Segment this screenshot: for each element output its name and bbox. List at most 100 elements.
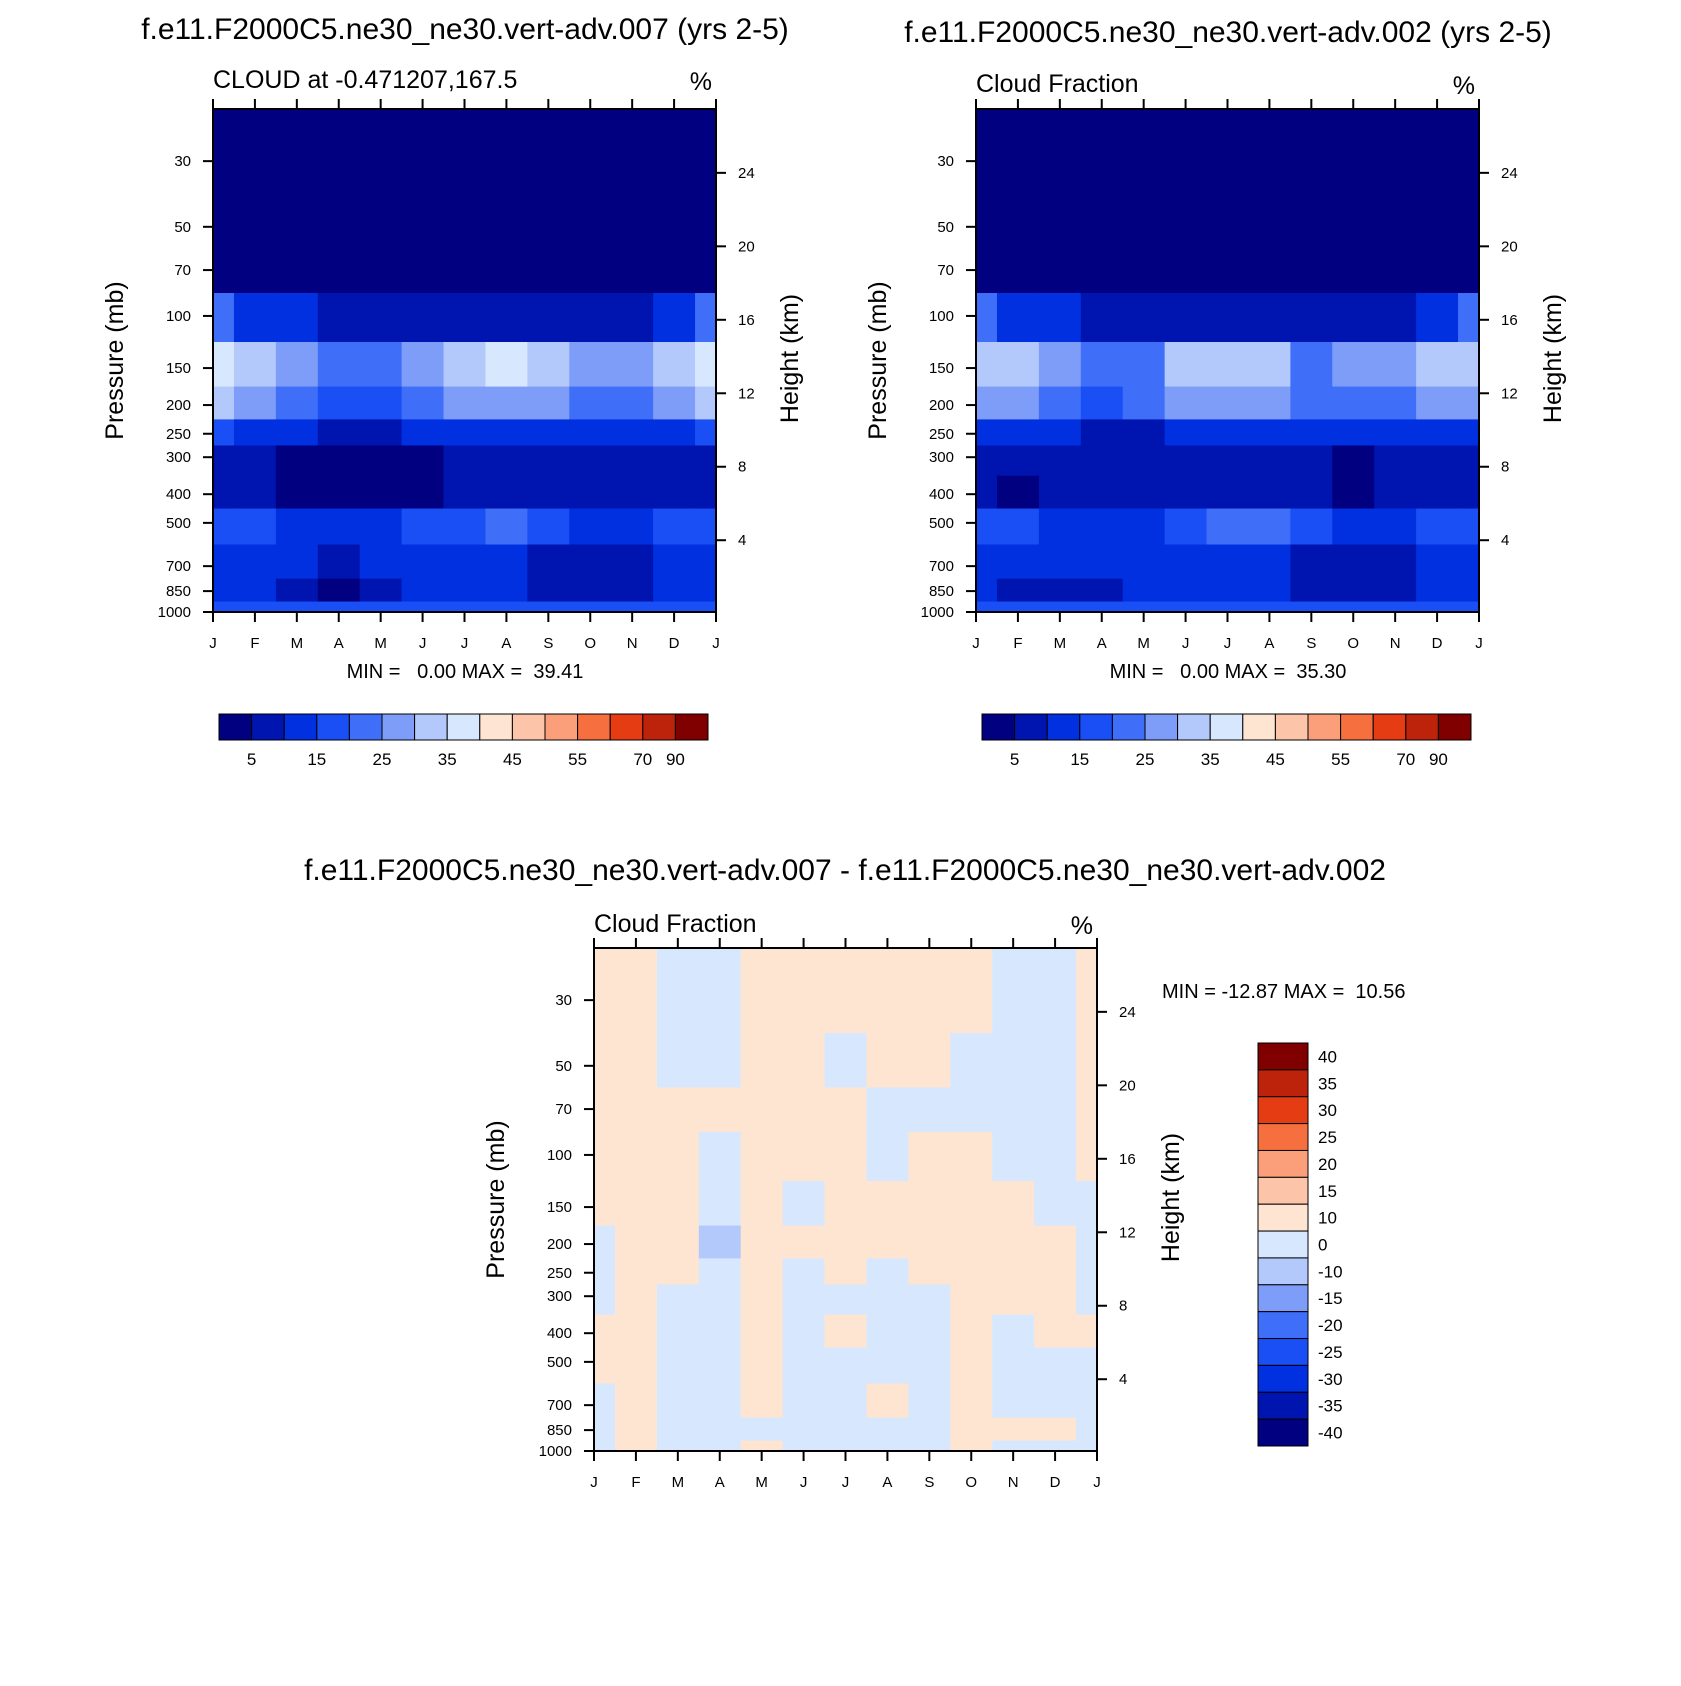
colorbar-swatch: [1307, 713, 1342, 741]
y-right-tick-label: 16: [1119, 1151, 1136, 1168]
heatmap-cell: [996, 248, 1040, 294]
colorbar-swatch: [981, 713, 1016, 741]
heatmap-cell: [1038, 475, 1082, 510]
heatmap-cell: [1332, 544, 1375, 580]
heatmap-cell: [1248, 248, 1291, 294]
heatmap-cell: [1206, 342, 1250, 388]
heatmap-cell: [1034, 948, 1077, 1034]
heatmap-cell: [1076, 1132, 1098, 1182]
heatmap-cell: [950, 1417, 993, 1442]
y-tick-label: 400: [929, 486, 954, 503]
colorbar-swatch: [283, 713, 318, 741]
heatmap-cell: [1416, 578, 1459, 603]
heatmap-cell: [1080, 386, 1124, 421]
x-tick-label: N: [627, 635, 638, 652]
heatmap-cell: [866, 1440, 909, 1452]
heatmap-cell: [996, 109, 1040, 195]
heatmap-cell: [976, 578, 998, 603]
y-tick-label: 50: [555, 1058, 572, 1075]
heatmap-cell: [656, 1314, 700, 1349]
heatmap-cell: [992, 1383, 1035, 1419]
heatmap-cell: [317, 342, 361, 388]
heatmap-cell: [527, 445, 570, 477]
heatmap-cell: [614, 1032, 658, 1089]
heatmap-cell: [1034, 1181, 1077, 1227]
heatmap-cell: [275, 342, 319, 388]
heatmap-cell: [401, 544, 445, 580]
heatmap-cell: [1076, 1258, 1098, 1286]
heatmap-cell: [1458, 601, 1480, 613]
heatmap-cell: [866, 1284, 909, 1316]
heatmap-cell: [1248, 475, 1291, 510]
heatmap-cell: [401, 445, 445, 477]
heatmap-cell: [656, 1440, 700, 1452]
x-tick-label: J: [842, 1474, 850, 1491]
heatmap-cell: [1038, 193, 1082, 250]
heatmap-cell: [1038, 508, 1082, 546]
colorbar-label: -25: [1318, 1343, 1343, 1362]
heatmap-cell: [1034, 1440, 1077, 1452]
colorbar-swatch: [251, 713, 285, 741]
heatmap-cell: [1374, 419, 1417, 447]
heatmap-cell: [1164, 248, 1208, 294]
heatmap-cell: [1080, 445, 1124, 477]
heatmap-cell: [653, 601, 696, 613]
heatmap-cell: [485, 475, 528, 510]
heatmap-cell: [359, 445, 403, 477]
heatmap-cell: [1332, 193, 1375, 250]
heatmap-cell: [1374, 601, 1417, 613]
heatmap-cell: [611, 248, 654, 294]
heatmap-cell: [1164, 578, 1208, 603]
y-right-tick-label: 20: [738, 238, 755, 255]
y-tick-label: 300: [929, 449, 954, 466]
colorbar-swatch: [609, 713, 644, 741]
heatmap-cell: [656, 1383, 700, 1419]
colorbar-label: -40: [1318, 1424, 1343, 1443]
heatmap-cell: [996, 544, 1040, 580]
heatmap-cell: [866, 1032, 909, 1089]
heatmap-cell: [317, 109, 361, 195]
y-tick-label: 850: [166, 583, 191, 600]
colorbar-swatch: [1257, 1176, 1309, 1205]
heatmap-cell: [950, 1132, 993, 1182]
colorbar-label: 25: [1136, 750, 1155, 769]
heatmap-cell: [698, 1132, 742, 1182]
heatmap-cell: [401, 193, 445, 250]
heatmap-cell: [359, 544, 403, 580]
heatmap-cell: [594, 1314, 616, 1349]
heatmap-cell: [824, 1440, 868, 1452]
heatmap-cell: [1076, 1032, 1098, 1089]
heatmap-cell: [976, 419, 998, 447]
heatmap-cell: [443, 508, 487, 546]
heatmap-cell: [233, 601, 277, 613]
heatmap-cell: [866, 1181, 909, 1227]
heatmap-cell: [1290, 508, 1333, 546]
heatmap-cell: [653, 544, 696, 580]
heatmap-cell: [1122, 109, 1166, 195]
colorbar-label: -20: [1318, 1316, 1343, 1335]
heatmap-cell: [908, 1417, 951, 1442]
heatmap-cell: [695, 386, 717, 421]
heatmap-cell: [359, 193, 403, 250]
y-tick-label: 50: [937, 219, 954, 236]
heatmap-cell: [485, 544, 528, 580]
heatmap-cell: [569, 601, 612, 613]
heatmap-cell: [996, 601, 1040, 613]
y-tick-label: 1000: [539, 1443, 572, 1460]
heatmap-cell: [1206, 248, 1250, 294]
heatmap-cell: [1374, 193, 1417, 250]
heatmap-cell: [1416, 193, 1459, 250]
heatmap-cell: [740, 1417, 784, 1442]
heatmap-cell: [1122, 544, 1166, 580]
heatmap-cell: [611, 342, 654, 388]
y-tick-label: 200: [929, 397, 954, 414]
y-right-axis-label: Height (km): [776, 294, 804, 423]
heatmap-cell: [976, 109, 998, 195]
x-tick-label: F: [631, 1474, 640, 1491]
heatmap-cell: [976, 293, 998, 343]
heatmap-cell: [485, 193, 528, 250]
heatmap-cell: [401, 109, 445, 195]
heatmap-cell: [740, 1347, 784, 1385]
heatmap-cell: [782, 1383, 826, 1419]
heatmap-cell: [1038, 544, 1082, 580]
